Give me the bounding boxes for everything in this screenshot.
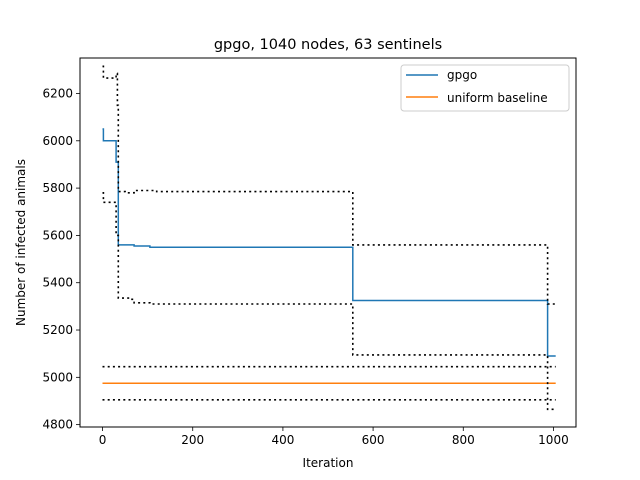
series-layer [102,65,556,411]
x-axis-ticks: 0 200 400 600 800 1000 [99,427,569,447]
x-tick-label: 800 [452,433,475,447]
y-tick-label: 5600 [42,228,73,242]
series-line-gpgo [102,128,556,357]
series-line-bound-2 [102,65,556,305]
x-tick-label: 200 [181,433,204,447]
series-line-bound-3 [102,192,556,411]
y-tick-label: 5400 [42,276,73,290]
plot-frame [79,57,577,428]
x-tick-label: 600 [362,433,385,447]
y-axis-label: Number of infected animals [14,159,28,326]
chart-title: gpgo, 1040 nodes, 63 sentinels [214,37,442,53]
legend-label-gpgo: gpgo [447,68,477,82]
y-tick-label: 4800 [42,418,73,432]
y-tick-label: 5000 [42,370,73,384]
x-tick-label: 0 [99,433,107,447]
x-tick-label: 400 [271,433,294,447]
y-tick-label: 6000 [42,134,73,148]
y-axis-ticks: 4800 5000 5200 5400 5600 5800 6000 6200 [42,86,80,432]
x-axis-label: Iteration [303,456,354,470]
legend-label-uniform-baseline: uniform baseline [447,91,548,105]
legend: gpgo uniform baseline [400,64,570,112]
y-tick-label: 5200 [42,323,73,337]
legend-box [400,64,570,112]
y-tick-label: 5800 [42,181,73,195]
x-tick-label: 1000 [538,433,569,447]
y-tick-label: 6200 [42,86,73,100]
